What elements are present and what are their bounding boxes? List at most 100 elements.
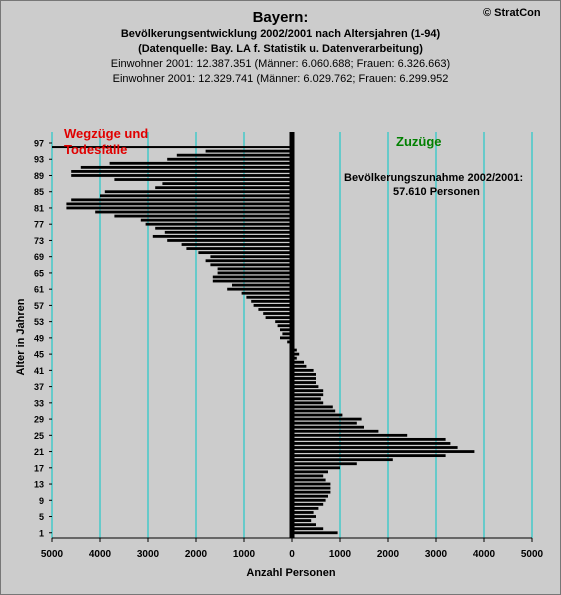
chart-subtitle-2: (Datenquelle: Bay. LA f. Statistik u. Da… <box>138 43 423 55</box>
y-tick-label: 93 <box>34 155 44 165</box>
bar-age-43 <box>292 360 304 364</box>
bar-age-52 <box>277 324 292 328</box>
y-tick-label: 13 <box>34 480 44 490</box>
info-annotation-line-1: Bevölkerungszunahme 2002/2001: <box>344 172 524 184</box>
bar-age-77 <box>145 222 292 226</box>
bar-age-88 <box>114 178 293 181</box>
bar-age-75 <box>164 230 292 234</box>
bar-age-11 <box>292 490 331 494</box>
bar-age-9 <box>292 498 326 502</box>
bar-age-45 <box>292 352 300 356</box>
bar-age-76 <box>155 226 292 230</box>
bar-age-39 <box>292 377 316 380</box>
chart-subtitle-4: Einwohner 2001: 12.329.741 (Männer: 6.02… <box>112 73 449 85</box>
bar-age-79 <box>114 214 293 218</box>
y-tick-label: 81 <box>34 203 44 213</box>
x-tick-label: 4000 <box>473 549 496 560</box>
y-tick-label: 25 <box>34 431 44 441</box>
bar-age-64 <box>212 275 292 279</box>
bar-age-16 <box>292 470 328 474</box>
bar-age-57 <box>253 304 292 307</box>
x-tick-label: 5000 <box>521 549 544 560</box>
y-tick-label: 17 <box>34 463 44 473</box>
bar-age-51 <box>280 328 292 332</box>
bars <box>52 146 475 535</box>
x-tick-label: 3000 <box>425 549 448 560</box>
axes <box>49 132 533 542</box>
bar-age-5 <box>292 515 316 518</box>
bar-age-82 <box>66 202 293 206</box>
chart-subtitle-3: Einwohner 2001: 12.387.351 (Männer: 6.06… <box>110 58 451 70</box>
bar-age-14 <box>292 478 326 482</box>
bar-age-50 <box>282 332 292 336</box>
bar-age-12 <box>292 486 331 490</box>
chart-subtitle-1: Bevölkerungsentwicklung 2002/2001 nach A… <box>120 28 441 40</box>
bar-age-74 <box>152 234 292 238</box>
bar-age-67 <box>210 263 292 267</box>
bar-age-68 <box>205 259 292 263</box>
bar-age-55 <box>263 312 292 315</box>
bar-age-96 <box>52 146 292 149</box>
x-tick-label: 5000 <box>41 549 64 560</box>
x-tick-labels: 5000 4000 3000 2000 1000 0 1000 2000 3000 4000 500… <box>41 549 544 560</box>
y-tick-label: 65 <box>34 268 44 278</box>
bar-age-54 <box>265 316 292 319</box>
bar-age-29 <box>292 417 362 421</box>
y-tick-label: 89 <box>34 171 44 181</box>
bar-age-94 <box>176 153 292 157</box>
left-annotation: Wegzüge und Todesfälle <box>64 126 148 158</box>
bar-age-53 <box>275 320 292 324</box>
bar-age-7 <box>292 507 319 510</box>
bar-age-21 <box>292 450 475 453</box>
x-tick-label: 4000 <box>89 549 112 560</box>
bar-age-80 <box>95 210 292 214</box>
y-axis-label: Alter in Jahren <box>15 298 27 376</box>
y-tick-label: 45 <box>34 350 44 360</box>
bar-age-32 <box>292 405 333 409</box>
bar-age-35 <box>292 393 324 397</box>
bar-age-49 <box>280 336 292 340</box>
bar-age-60 <box>241 291 292 295</box>
info-annotation-line-2: 57.610 Personen <box>393 186 480 198</box>
bar-age-13 <box>292 482 331 486</box>
bar-age-83 <box>71 198 292 202</box>
bar-age-31 <box>292 409 336 413</box>
bar-age-61 <box>227 287 292 291</box>
bar-age-18 <box>292 462 357 466</box>
chart-title: Bayern: <box>252 9 309 26</box>
bar-age-62 <box>232 283 292 287</box>
y-tick-label: 61 <box>34 285 44 295</box>
bar-age-4 <box>292 519 312 522</box>
bar-age-37 <box>292 385 319 388</box>
bar-age-30 <box>292 413 343 417</box>
bar-age-23 <box>292 442 451 445</box>
bar-age-59 <box>246 295 292 299</box>
bar-age-19 <box>292 458 393 462</box>
y-tick-label: 85 <box>34 187 44 197</box>
y-tick-labels: 1 5 9 13 17 21 25 29 33 37 41 45 49 53 57 61 65 69 73 77 81 8… <box>34 139 44 539</box>
bar-age-1 <box>292 531 338 535</box>
x-tick-label: 0 <box>289 549 295 560</box>
y-tick-label: 53 <box>34 317 44 327</box>
y-tick-label: 73 <box>34 236 44 246</box>
right-annotation: Zuzüge <box>396 134 442 149</box>
y-tick-label: 29 <box>34 415 44 425</box>
bar-age-93 <box>167 157 292 161</box>
bar-age-87 <box>162 182 292 185</box>
bar-age-26 <box>292 429 379 433</box>
bar-age-17 <box>292 466 340 470</box>
y-tick-label: 37 <box>34 382 44 392</box>
y-tick-label: 97 <box>34 139 44 149</box>
bar-age-24 <box>292 437 446 441</box>
bar-age-15 <box>292 474 324 478</box>
bar-age-38 <box>292 381 316 384</box>
y-tick-label: 33 <box>34 398 44 408</box>
bar-age-71 <box>186 247 292 250</box>
zero-axis <box>289 132 295 538</box>
y-tick-label: 5 <box>39 512 44 522</box>
bar-age-27 <box>292 425 364 429</box>
y-tick-label: 21 <box>34 447 44 457</box>
bar-age-28 <box>292 421 357 425</box>
bar-age-65 <box>217 271 292 275</box>
